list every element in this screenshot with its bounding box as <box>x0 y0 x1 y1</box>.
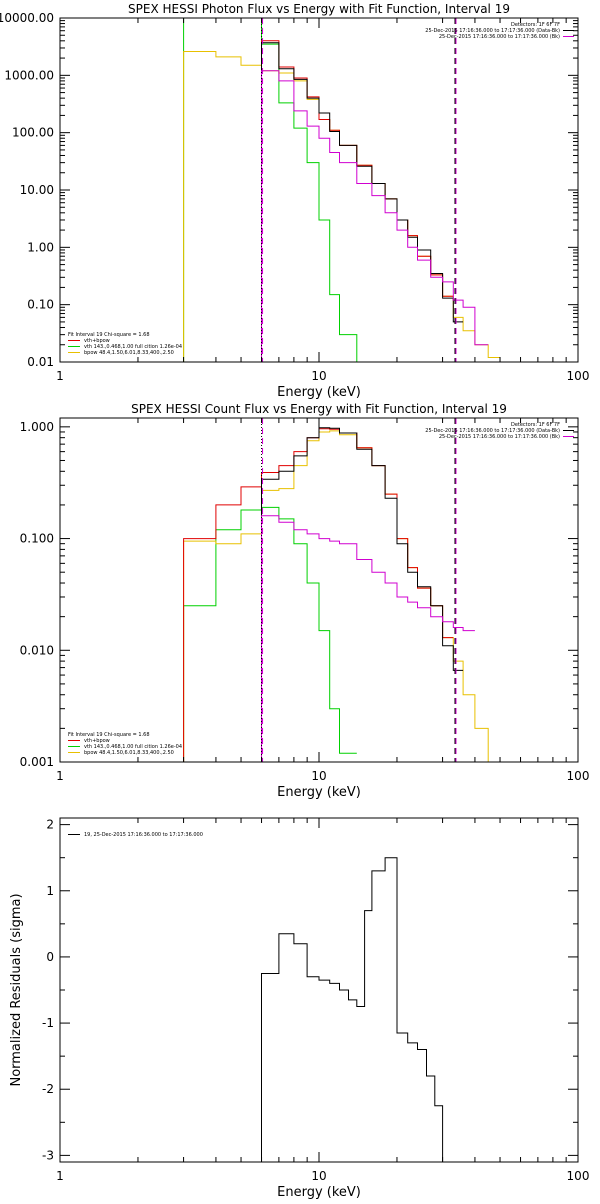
series-data-bk <box>261 427 464 762</box>
chart-panel-2: 1 10 100 0.001 0.010 0.100 1.000 SPEX HESSI Cou… <box>20 402 590 800</box>
y-tick-label: 1.000 <box>20 420 54 434</box>
y-tick-label: -3 <box>42 1148 54 1162</box>
legend-left-entry: bpow 48.4,1.50,6.01,8.33,400.,2.50 <box>84 350 174 356</box>
y-tick-label: 1 <box>46 884 54 898</box>
series-vth <box>183 506 357 762</box>
series-bk <box>261 515 475 762</box>
chart-title: SPEX HESSI Photon Flux vs Energy with Fi… <box>128 2 510 16</box>
y-tick-label: 10.00 <box>20 183 54 197</box>
x-axis-label: Energy (keV) <box>277 1185 361 1200</box>
series-vth-bpow <box>183 428 454 762</box>
legend-right-entry: 25-Dec-2015 17:16:36.000 to 17:17:36.000… <box>425 428 560 434</box>
series-vth-bpow <box>261 40 454 362</box>
y-tick-label: -2 <box>42 1082 54 1096</box>
legend-left-entry: bpow 48.4,1.50,6.01,8.33,400.,2.50 <box>84 750 174 756</box>
series-bk <box>261 70 489 362</box>
y-tick-label: 100.00 <box>12 126 54 140</box>
x-tick-label: 10 <box>311 769 326 783</box>
x-tick-label: 100 <box>567 369 590 383</box>
y-tick-label: 1000.00 <box>4 68 54 82</box>
legend-right-entry: 25-Dec-2015 17:16:36.000 to 17:17:36.000… <box>439 434 560 440</box>
x-axis-label: Energy (keV) <box>277 385 361 400</box>
legend-left-entry: Fit Interval 19 Chi-square = 1.68 <box>68 332 150 338</box>
chart-panel-3: 1 10 100 -3 -2 -1 0 1 2 Energy (keV) Normalized Re… <box>9 817 590 1200</box>
legend-left-entry: vth 143.,0.468,1.00 full cition 1.26e-04 <box>84 344 182 350</box>
x-tick-label: 1 <box>56 369 64 383</box>
x-tick-label: 1 <box>56 1169 64 1183</box>
legend-right-entry: Detectors: 1F 6F 7F <box>511 422 560 428</box>
series-vth <box>183 18 358 362</box>
y-tick-label: 2 <box>46 818 54 832</box>
y-tick-label: 0.01 <box>27 355 54 369</box>
y-tick-label: 0.100 <box>20 532 54 546</box>
legend-left-entry: vth+bpow <box>84 738 110 744</box>
y-tick-label: 10000.00 <box>0 11 54 25</box>
series-bpow <box>183 430 500 762</box>
legend-right-entry: 25-Dec-2015 17:16:36.000 to 17:17:36.000… <box>439 34 560 40</box>
x-tick-label: 100 <box>567 769 590 783</box>
y-tick-label: 0.010 <box>20 643 54 657</box>
x-tick-label: 10 <box>311 1169 326 1183</box>
y-tick-label: 0.001 <box>20 755 54 769</box>
x-tick-label: 10 <box>311 369 326 383</box>
y-tick-label: 0.10 <box>27 298 54 312</box>
y-axis-label: Normalized Residuals (sigma) <box>9 893 24 1086</box>
y-tick-label: 0 <box>46 950 54 964</box>
chart-panel-1: 1 10 100 0.01 0.10 1.00 10.00 100.00 1000.00 1000… <box>0 2 589 400</box>
legend-right-entry: 25-Dec-2015 17:16:36.000 to 17:17:36.000… <box>425 28 560 34</box>
x-axis-label: Energy (keV) <box>277 785 361 800</box>
series-19-25-dec-2015-17-16-36-000-to-17-17-36-000 <box>261 857 454 1162</box>
y-tick-label: -1 <box>42 1016 54 1030</box>
chart-title: SPEX HESSI Count Flux vs Energy with Fit… <box>131 402 507 416</box>
legend-left-entry: 19, 25-Dec-2015 17:16:36.000 to 17:17:36… <box>84 832 203 838</box>
legend-left-entry: vth 143.,0.468,1.00 full cition 1.26e-04 <box>84 744 182 750</box>
series-data-bk <box>261 42 464 362</box>
x-tick-label: 1 <box>56 769 64 783</box>
legend-left-entry: Fit Interval 19 Chi-square = 1.68 <box>68 732 150 738</box>
x-tick-label: 100 <box>567 1169 590 1183</box>
plot-frame <box>59 817 579 1163</box>
series-bpow <box>183 51 500 362</box>
y-tick-label: 1.00 <box>27 240 54 254</box>
legend-right-entry: Detectors: 1F 6F 7F <box>511 22 560 28</box>
legend-left-entry: vth+bpow <box>84 338 110 344</box>
